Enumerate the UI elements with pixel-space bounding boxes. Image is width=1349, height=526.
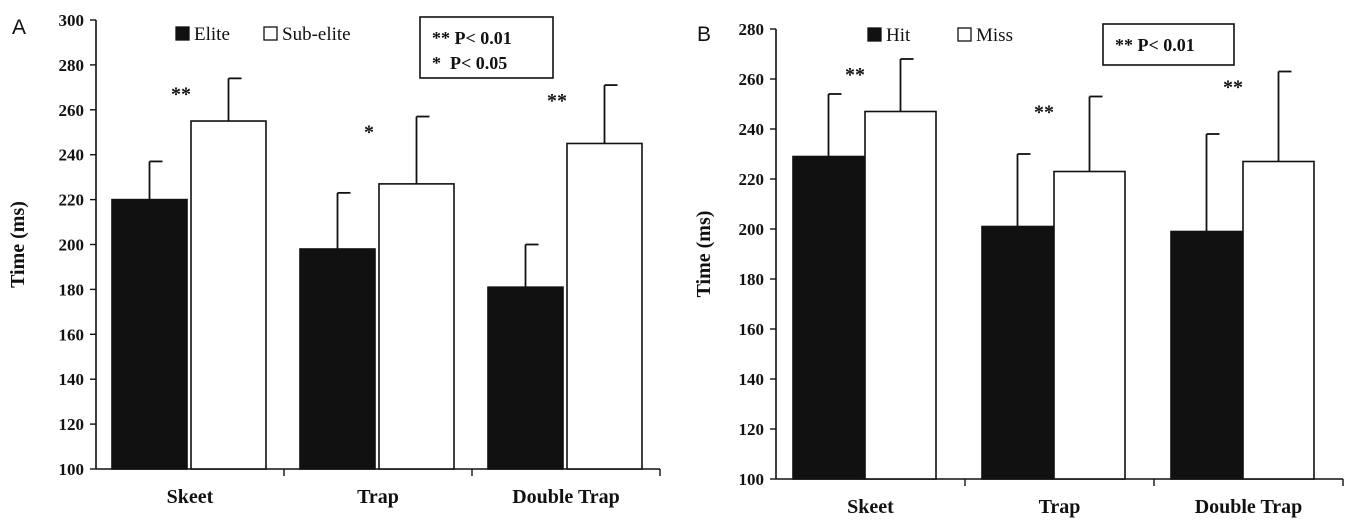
panel-a-category-label: Trap bbox=[357, 486, 399, 508]
panel-b-significance-marker: ** bbox=[1034, 102, 1054, 124]
panel-b-y-tick-label: 200 bbox=[739, 220, 765, 239]
panel-b-y-tick-label: 180 bbox=[739, 270, 765, 289]
panel-a-note-line: ** P< 0.01 bbox=[432, 28, 512, 48]
panel-a-y-tick-label: 220 bbox=[59, 191, 85, 210]
panel-b-bar bbox=[864, 110, 937, 480]
panel-a-significance-marker: ** bbox=[547, 90, 567, 112]
panel-b-y-tick-label: 100 bbox=[739, 470, 765, 489]
panel-b-y-tick-label: 240 bbox=[739, 120, 765, 139]
panel-a-bar bbox=[190, 120, 267, 470]
panel-b-legend-label: Miss bbox=[976, 25, 1013, 46]
panel-a-y-tick-label: 120 bbox=[59, 415, 85, 434]
panel-a-label: A bbox=[12, 16, 26, 39]
panel-b-bar bbox=[981, 225, 1054, 480]
panel-a-y-tick-label: 260 bbox=[59, 101, 85, 120]
panel-a-y-tick-label: 160 bbox=[59, 325, 85, 344]
panel-a-bar bbox=[566, 142, 643, 470]
panel-a-y-tick-label: 140 bbox=[59, 370, 85, 389]
panel-a-bar bbox=[487, 286, 564, 470]
panel-b-legend-label: Hit bbox=[886, 25, 911, 46]
panel-b-y-tick-label: 120 bbox=[739, 420, 765, 439]
panel-b-legend-swatch bbox=[957, 27, 972, 42]
panel-b-note-box bbox=[1102, 23, 1235, 66]
panel-a-y-tick-label: 180 bbox=[59, 280, 85, 299]
panel-a-significance-marker: ** bbox=[171, 83, 191, 105]
panel-a-legend-label: Sub-elite bbox=[282, 24, 351, 45]
panel-b-y-tick-label: 260 bbox=[739, 70, 765, 89]
panel-a-bar bbox=[299, 248, 376, 470]
panel-b-bar bbox=[1170, 230, 1243, 480]
panel-b-category-label: Double Trap bbox=[1195, 496, 1303, 518]
panel-b-label: B bbox=[697, 23, 711, 46]
panel-b-y-tick-label: 160 bbox=[739, 320, 765, 339]
panel-b-bar bbox=[792, 155, 865, 480]
panel-a-note-box bbox=[419, 16, 554, 79]
panel-a-y-tick-label: 100 bbox=[59, 460, 85, 479]
panel-b-y-tick-label: 220 bbox=[739, 170, 765, 189]
panel-a-category-label: Skeet bbox=[167, 486, 214, 508]
panel-b-y-axis-label: Time (ms) bbox=[693, 211, 715, 298]
panel-b-legend-swatch bbox=[867, 27, 882, 42]
panel-b-significance-marker: ** bbox=[845, 64, 865, 86]
panel-a-legend-label: Elite bbox=[194, 24, 230, 45]
panel-b-y-tick-label: 140 bbox=[739, 370, 765, 389]
panel-a-y-tick-label: 280 bbox=[59, 56, 85, 75]
panel-a-legend-swatch bbox=[263, 26, 278, 41]
panel-b-y-tick-label: 280 bbox=[739, 20, 765, 39]
panel-a-y-tick-label: 200 bbox=[59, 236, 85, 255]
panel-b-significance-marker: ** bbox=[1223, 77, 1243, 99]
panel-b-bar bbox=[1053, 170, 1126, 480]
panel-a-y-axis-label: Time (ms) bbox=[7, 201, 29, 288]
panel-a-note-line: * P< 0.05 bbox=[432, 53, 507, 73]
panel-b-bar bbox=[1242, 160, 1315, 480]
panel-a-y-tick-label: 300 bbox=[59, 11, 85, 30]
panel-a-bar bbox=[111, 198, 188, 470]
panel-a-legend-swatch bbox=[175, 26, 190, 41]
panel-a-bar bbox=[378, 183, 455, 470]
panel-b-note-line: ** P< 0.01 bbox=[1115, 35, 1195, 55]
panel-a-y-tick-label: 240 bbox=[59, 146, 85, 165]
panel-a-category-label: Double Trap bbox=[512, 486, 620, 508]
panel-a-significance-marker: * bbox=[364, 122, 374, 144]
panel-b-category-label: Skeet bbox=[847, 496, 894, 518]
panel-b-category-label: Trap bbox=[1039, 496, 1081, 518]
